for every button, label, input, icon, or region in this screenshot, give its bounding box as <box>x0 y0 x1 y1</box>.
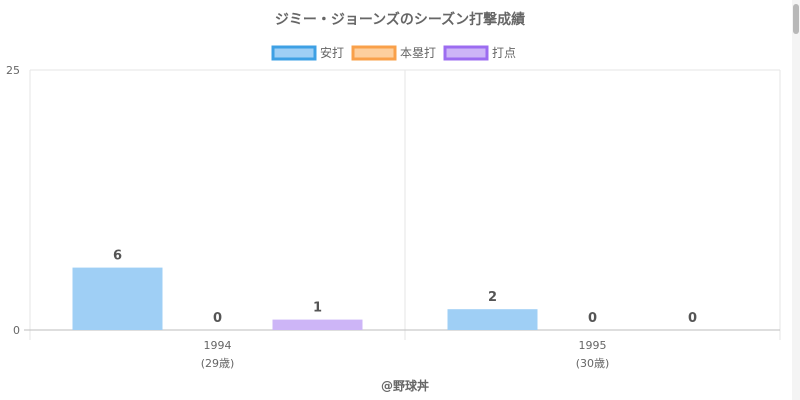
bar-value-label: 0 <box>588 311 597 326</box>
bar[interactable] <box>272 319 363 330</box>
scrollbar-thumb[interactable] <box>793 4 799 34</box>
legend: 安打 本塁打 打点 <box>271 45 516 61</box>
grid <box>29 69 781 340</box>
legend-label-hits: 安打 <box>320 45 344 60</box>
bar[interactable] <box>72 267 163 330</box>
legend-label-homeruns: 本塁打 <box>400 46 436 60</box>
x-tick-label-year: 1995 <box>579 339 607 352</box>
scrollbar[interactable] <box>792 0 800 400</box>
x-tick-label-age: (30歳) <box>576 357 610 370</box>
bar-value-label: 0 <box>688 311 697 326</box>
y-tick-label: 25 <box>6 64 20 77</box>
bars <box>72 267 538 330</box>
data-labels: 6 2 0 0 1 0 <box>113 249 697 326</box>
bar-value-label: 2 <box>488 290 497 305</box>
legend-item-rbi[interactable]: 打点 <box>443 45 516 61</box>
chart-title: ジミー・ジョーンズのシーズン打撃成績 <box>275 11 525 28</box>
legend-swatch-rbi <box>443 45 489 61</box>
bar-value-label: 1 <box>313 301 322 316</box>
legend-label-rbi: 打点 <box>492 46 516 60</box>
credit-text: @野球丼 <box>381 378 429 393</box>
x-tick-label-age: (29歳) <box>201 357 235 370</box>
bar-value-label: 6 <box>113 249 122 264</box>
x-tick-label-year: 1994 <box>204 339 232 352</box>
legend-swatch-hits <box>271 45 317 61</box>
legend-item-homeruns[interactable]: 本塁打 <box>351 45 436 61</box>
bar[interactable] <box>447 309 538 330</box>
legend-item-hits[interactable]: 安打 <box>271 45 344 61</box>
legend-swatch-homeruns <box>351 45 397 61</box>
y-tick-label: 0 <box>13 324 20 337</box>
bar-value-label: 0 <box>213 311 222 326</box>
